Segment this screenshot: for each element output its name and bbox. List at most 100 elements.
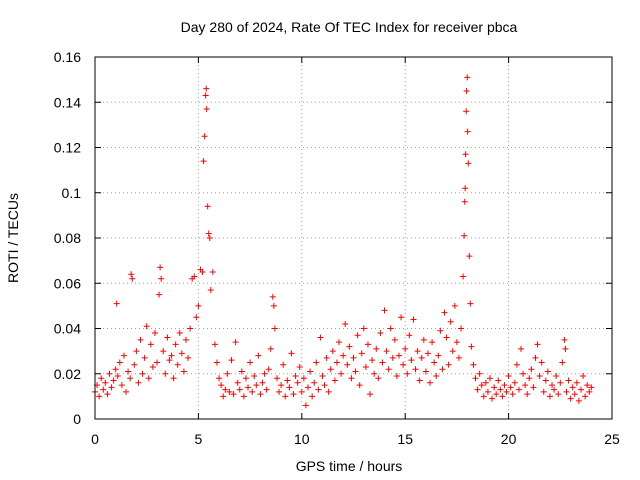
data-point xyxy=(400,361,407,368)
data-point xyxy=(497,386,504,393)
data-point xyxy=(524,391,531,398)
data-point xyxy=(120,352,127,359)
data-point xyxy=(493,391,500,398)
data-point xyxy=(228,357,235,364)
data-point xyxy=(131,361,138,368)
data-point xyxy=(226,388,233,395)
data-point xyxy=(466,253,473,260)
data-point xyxy=(204,203,211,210)
data-point xyxy=(441,309,448,316)
x-axis-label: GPS time / hours xyxy=(296,458,403,474)
data-point xyxy=(100,386,107,393)
grid-lines xyxy=(95,57,612,419)
data-point xyxy=(555,391,562,398)
data-point xyxy=(211,341,218,348)
data-point xyxy=(371,370,378,377)
data-point xyxy=(207,287,214,294)
data-point xyxy=(98,375,105,382)
data-point xyxy=(222,386,229,393)
data-point xyxy=(129,275,136,282)
data-point xyxy=(162,370,169,377)
data-point xyxy=(468,343,475,350)
data-point xyxy=(325,388,332,395)
data-points xyxy=(92,74,595,409)
data-point xyxy=(118,382,125,389)
data-point xyxy=(168,352,175,359)
data-point xyxy=(480,393,487,400)
data-point xyxy=(113,300,120,307)
data-point xyxy=(234,379,241,386)
data-point xyxy=(290,391,297,398)
data-point xyxy=(273,375,280,382)
data-point xyxy=(445,361,452,368)
data-point xyxy=(367,391,374,398)
data-point xyxy=(360,325,367,332)
data-point xyxy=(133,348,140,355)
data-point xyxy=(327,366,334,373)
data-point xyxy=(557,379,564,386)
data-point xyxy=(584,382,591,389)
data-point xyxy=(313,359,320,366)
data-point xyxy=(385,366,392,373)
data-point xyxy=(532,354,539,361)
data-point xyxy=(164,334,171,341)
data-point xyxy=(453,339,460,346)
data-point xyxy=(565,377,572,384)
data-point xyxy=(108,384,115,391)
data-point xyxy=(249,388,256,395)
data-point xyxy=(362,363,369,370)
data-point xyxy=(412,366,419,373)
data-point xyxy=(406,332,413,339)
data-point xyxy=(157,264,164,271)
data-point xyxy=(191,273,198,280)
y-tick-label: 0 xyxy=(73,411,81,427)
data-point xyxy=(509,391,516,398)
data-point xyxy=(96,393,103,400)
y-tick-label: 0.08 xyxy=(54,230,81,246)
x-tick-label: 25 xyxy=(604,431,620,447)
data-point xyxy=(491,384,498,391)
data-point xyxy=(145,375,152,382)
data-point xyxy=(263,386,270,393)
data-point xyxy=(522,382,529,389)
data-point xyxy=(309,393,316,400)
data-point xyxy=(238,368,245,375)
data-point xyxy=(240,393,247,400)
data-point xyxy=(538,359,545,366)
data-point xyxy=(435,352,442,359)
data-point xyxy=(410,316,417,323)
data-point xyxy=(424,350,431,357)
data-point xyxy=(486,375,493,382)
data-point xyxy=(344,361,351,368)
data-point xyxy=(315,386,322,393)
data-point xyxy=(135,379,142,386)
data-point xyxy=(170,375,177,382)
data-point xyxy=(230,391,237,398)
data-point xyxy=(284,377,291,384)
data-point xyxy=(507,384,514,391)
data-point xyxy=(458,325,465,332)
data-point xyxy=(220,393,227,400)
data-point xyxy=(464,128,471,135)
data-point xyxy=(439,366,446,373)
data-point xyxy=(276,388,283,395)
data-point xyxy=(292,373,299,380)
data-point xyxy=(561,336,568,343)
x-tick-label: 10 xyxy=(294,431,310,447)
data-point xyxy=(420,336,427,343)
data-point xyxy=(462,151,469,158)
x-tick-label: 20 xyxy=(501,431,517,447)
x-tick-label: 5 xyxy=(195,431,203,447)
data-point xyxy=(201,133,208,140)
data-point xyxy=(340,352,347,359)
y-tick-label: 0.1 xyxy=(62,185,82,201)
data-point xyxy=(422,368,429,375)
data-point xyxy=(160,348,167,355)
data-point xyxy=(202,92,209,99)
data-point xyxy=(551,386,558,393)
data-point xyxy=(294,379,301,386)
data-point xyxy=(247,359,254,366)
data-point xyxy=(461,232,468,239)
data-point xyxy=(214,359,221,366)
data-point xyxy=(255,352,262,359)
